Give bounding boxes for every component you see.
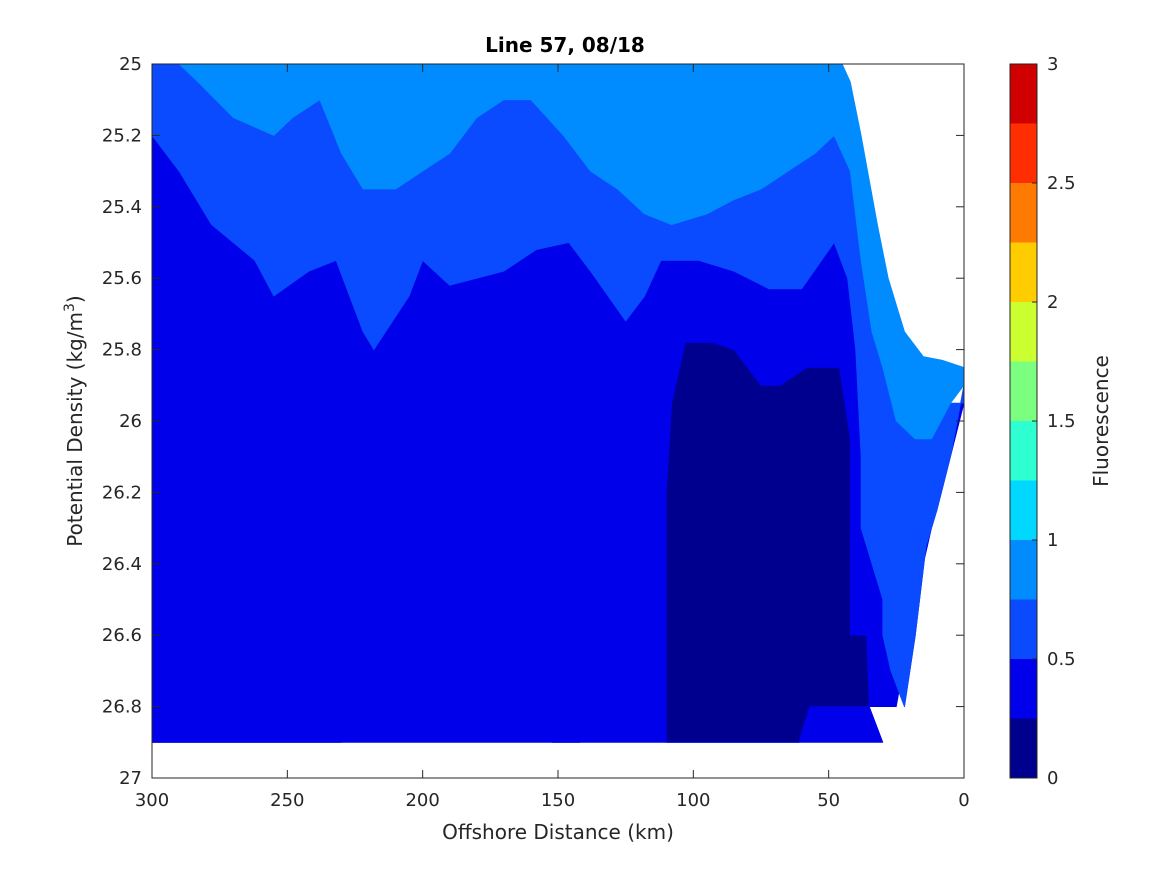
colorbar-segment bbox=[1010, 480, 1037, 540]
y-tick-label: 26.8 bbox=[102, 697, 142, 718]
contour-band-5 bbox=[178, 63, 965, 440]
x-tick-label: 0 bbox=[958, 790, 969, 811]
colorbar: 0 0.5 1 1.5 2 2.5 3 bbox=[1009, 54, 1076, 789]
y-tick-label: 25.2 bbox=[102, 125, 142, 146]
colorbar-segment bbox=[1010, 718, 1037, 778]
axes: 300 250 200 150 100 50 0 25 25.2 25.4 25.6 25.8 26 26… bbox=[102, 54, 970, 811]
colorbar-tick-label: 1 bbox=[1047, 530, 1058, 551]
colorbar-tick-label: 0.5 bbox=[1047, 649, 1076, 670]
y-tick-label: 26 bbox=[119, 411, 142, 432]
y-tick-label: 25.4 bbox=[102, 197, 142, 218]
y-tick-label: 25 bbox=[119, 54, 142, 75]
plot-area bbox=[151, 63, 965, 743]
contour-band-2 bbox=[665, 342, 870, 743]
colorbar-segment bbox=[1010, 361, 1037, 421]
colorbar-segment bbox=[1010, 64, 1037, 124]
x-tick-label: 150 bbox=[541, 790, 575, 811]
colorbar-segment bbox=[1010, 421, 1037, 481]
chart-title: Line 57, 08/18 bbox=[485, 33, 645, 57]
colorbar-tick-label: 2 bbox=[1047, 292, 1058, 313]
colorbar-tick-label: 1.5 bbox=[1047, 411, 1076, 432]
y-tick-label: 26.2 bbox=[102, 482, 142, 503]
x-tick-label: 200 bbox=[405, 790, 439, 811]
y-axis-label: Potential Density (kg/m3) bbox=[62, 295, 87, 546]
x-tick-label: 100 bbox=[676, 790, 710, 811]
colorbar-segment bbox=[1010, 599, 1037, 659]
y-tick-label: 27 bbox=[119, 768, 142, 789]
colorbar-segment bbox=[1010, 123, 1037, 183]
y-tick-label: 26.4 bbox=[102, 554, 142, 575]
y-axis-label-close: ) bbox=[63, 295, 87, 303]
y-tick-label: 25.8 bbox=[102, 340, 142, 361]
colorbar-segment bbox=[1010, 659, 1037, 719]
y-tick-label: 25.6 bbox=[102, 268, 142, 289]
x-tick-label: 50 bbox=[817, 790, 840, 811]
colorbar-label: Fluorescence bbox=[1089, 355, 1113, 487]
colorbar-tick-label: 2.5 bbox=[1047, 173, 1076, 194]
y-axis-label-sup: 3 bbox=[62, 303, 78, 312]
x-axis-label: Offshore Distance (km) bbox=[442, 820, 674, 844]
colorbar-segment bbox=[1010, 242, 1037, 302]
colorbar-tick-label: 3 bbox=[1047, 54, 1058, 75]
x-tick-label: 250 bbox=[270, 790, 304, 811]
colorbar-tick-label: 0 bbox=[1047, 768, 1058, 789]
colorbar-segment bbox=[1010, 302, 1037, 362]
x-tick-label: 300 bbox=[135, 790, 169, 811]
colorbar-segment bbox=[1010, 183, 1037, 243]
colorbar-segment bbox=[1010, 540, 1037, 600]
y-tick-label: 26.6 bbox=[102, 625, 142, 646]
y-axis-label-main: Potential Density (kg/m bbox=[63, 312, 87, 547]
